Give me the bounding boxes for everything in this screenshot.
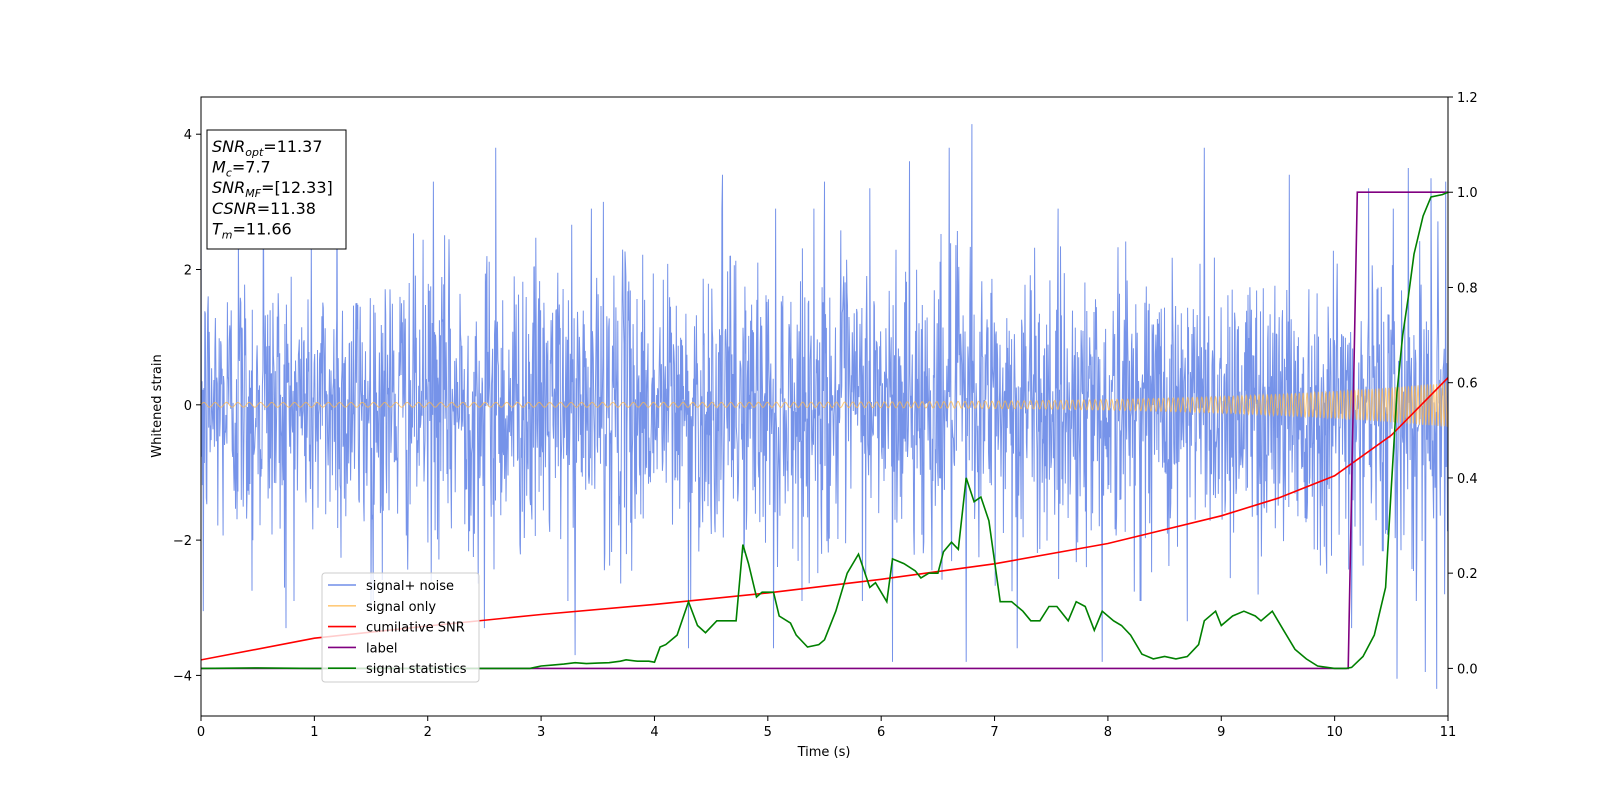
annotation-line: CSNR=11.38 [212, 199, 316, 218]
legend-frame [321, 572, 480, 683]
x-tick-label: 4 [650, 725, 658, 740]
annotation-symbol: CSNR [212, 199, 257, 218]
legend-label: label [366, 641, 397, 656]
series-signal-statistics [201, 191, 1448, 670]
plot-area-frame [200, 96, 1449, 717]
series-label-line [201, 191, 1448, 670]
annotation-symbol: SNR [212, 137, 245, 156]
annotation-line: Mc=7.7 [212, 158, 271, 180]
annotation-line: SNRopt=11.37 [212, 137, 323, 159]
x-tick-label: 0 [197, 725, 205, 740]
x-tick-label: 6 [877, 725, 885, 740]
x-tick-label: 5 [764, 725, 772, 740]
legend-label: signal+ noise [366, 579, 454, 594]
annotation-line: SNRMF=[12.33] [212, 178, 333, 200]
annotation-subscript: c [226, 167, 232, 180]
stats-annotation-box: SNRopt=11.37Mc=7.7SNRMF=[12.33]CSNR=11.3… [206, 129, 347, 250]
series-signal-only-line [201, 381, 1448, 427]
y2-tick-label: 0.2 [1457, 567, 1478, 582]
x-tick-label: 8 [1104, 725, 1112, 740]
annotation-symbol: T [212, 219, 223, 238]
y-tick-label: −4 [173, 669, 192, 684]
y-tick-label: 2 [184, 264, 192, 279]
annotation-symbol: SNR [212, 178, 245, 197]
series-signal-statistics-line [201, 191, 1448, 670]
annotation-value: =11.37 [263, 137, 322, 156]
y-tick-label: −2 [173, 534, 192, 549]
x-tick-label: 3 [537, 725, 545, 740]
series-signal-noise [201, 124, 1448, 689]
x-tick-label: 9 [1217, 725, 1225, 740]
legend-label: signal statistics [366, 662, 467, 677]
y2-tick-label: 0.4 [1457, 472, 1478, 487]
axes-layer: 0 1 2 3 4 5 6 7 8 9 10 11 4 2 0 −2 −4 1.2 1.0 0.8 0.6 0.4 0.2 0… [173, 91, 1478, 740]
y2-tick-label: 0.6 [1457, 377, 1478, 392]
x-tick-label: 1 [310, 725, 318, 740]
y2-tick-label: 0.8 [1457, 281, 1478, 296]
annotation-subscript: MF [245, 187, 261, 200]
y2-tick-label: 0.0 [1457, 662, 1478, 677]
x-tick-label: 10 [1326, 725, 1343, 740]
annotation-subscript: m [222, 228, 233, 241]
legend: signal+ noise signal only cumilative SNR la… [321, 572, 480, 683]
series-signal-only [201, 381, 1448, 427]
x-tick-label: 2 [424, 725, 432, 740]
y2-tick-label: 1.2 [1457, 91, 1478, 106]
annotation-line: Tm=11.66 [212, 219, 292, 241]
y-tick-label: 4 [184, 128, 192, 143]
annotation-frame [206, 129, 347, 250]
x-tick-label: 7 [990, 725, 998, 740]
x-tick-label: 11 [1440, 725, 1457, 740]
x-axis-label: Time (s) [797, 745, 851, 760]
y-tick-label: 0 [184, 399, 192, 414]
series-signal-noise-line [201, 124, 1448, 689]
annotation-value: =[12.33] [261, 178, 333, 197]
y2-tick-label: 1.0 [1457, 186, 1478, 201]
y-axis-label: Whitened strain [150, 354, 165, 457]
annotation-value: =7.7 [232, 158, 271, 177]
annotation-subscript: opt [245, 146, 264, 159]
legend-label: signal only [366, 600, 436, 615]
annotation-symbol: M [212, 158, 226, 177]
annotation-value: =11.38 [257, 199, 316, 218]
series-label [201, 191, 1448, 670]
legend-label: cumilative SNR [366, 621, 465, 636]
annotation-value: =11.66 [233, 219, 292, 238]
